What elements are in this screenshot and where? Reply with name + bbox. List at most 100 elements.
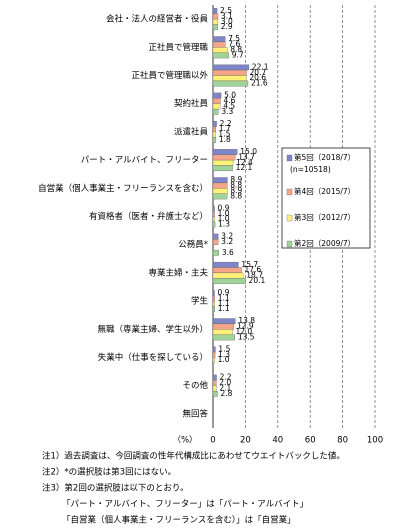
bar	[212, 165, 233, 172]
value-label: 20.6	[249, 73, 266, 82]
value-label: 17.6	[245, 265, 262, 274]
bar	[212, 41, 226, 48]
bar	[212, 267, 242, 274]
value-label: 9.7	[232, 50, 244, 59]
legend-swatch	[286, 240, 293, 248]
value-label: 3.2	[221, 232, 233, 241]
bar	[212, 13, 219, 20]
legend-label: 第5回（2018/7）	[294, 152, 355, 162]
value-label: 1.1	[218, 299, 230, 308]
x-tick-label: 80	[337, 436, 348, 446]
y-tick-label: 派遣社員	[174, 126, 209, 137]
bar	[212, 52, 229, 59]
value-label: 1.8	[219, 135, 231, 144]
value-label: 3.1	[221, 11, 233, 20]
bar	[212, 346, 216, 353]
value-label: 8.9	[230, 175, 242, 184]
bar	[212, 351, 216, 358]
value-label: 12.1	[236, 163, 253, 172]
value-label: 20.1	[249, 276, 266, 285]
bar	[212, 249, 219, 256]
value-label: 1.7	[219, 124, 231, 133]
bar	[212, 300, 215, 307]
bar	[212, 18, 219, 25]
value-label: 8.8	[230, 45, 242, 54]
bar	[212, 92, 222, 99]
x-tick-label: 100	[367, 436, 383, 446]
value-label: 1.3	[218, 220, 230, 229]
value-label: 2.9	[221, 22, 233, 31]
value-label: 7.6	[228, 40, 240, 49]
bar	[212, 182, 228, 189]
value-label: 5.0	[224, 91, 236, 100]
value-label: 1.0	[218, 209, 230, 218]
value-label: 20.7	[250, 68, 267, 77]
value-label: 12.4	[236, 158, 253, 167]
y-tick-label: 失業中（仕事を探している）	[98, 352, 208, 363]
bar	[212, 210, 215, 217]
bar	[212, 103, 221, 110]
bar	[212, 36, 226, 43]
value-label: 8.8	[230, 191, 242, 200]
y-tick-label: パート・アルバイト、フリーター	[81, 156, 208, 166]
bar	[212, 357, 215, 364]
bar	[212, 261, 239, 268]
value-label: 1.0	[218, 355, 230, 364]
value-label: 2.2	[220, 119, 232, 128]
value-label: 13.7	[238, 152, 255, 161]
bar	[212, 374, 217, 381]
value-label: 8.8	[230, 181, 242, 190]
value-label: 2.5	[220, 6, 232, 15]
bar	[212, 193, 228, 200]
bar	[212, 306, 215, 313]
value-label: 12.9	[237, 322, 254, 331]
bar	[212, 334, 236, 341]
value-label: 1.5	[218, 130, 230, 139]
bar	[212, 75, 247, 82]
bar	[212, 380, 217, 386]
value-label: 3.2	[221, 237, 233, 246]
bar	[212, 149, 238, 155]
note: 注2）*の選択肢は第3回にはない。	[42, 467, 176, 478]
y-tick-label: 正社員で管理職以外	[131, 70, 208, 81]
bar	[212, 329, 233, 335]
value-label: 3.0	[221, 17, 233, 26]
bar	[212, 24, 218, 31]
bar	[212, 98, 221, 104]
bar	[212, 137, 217, 143]
y-tick-label: 自営業（個人事業主・フリーランスを含む）	[38, 183, 208, 194]
bar	[212, 390, 218, 397]
y-tick-label: その他	[182, 380, 208, 391]
value-label: 1.1	[218, 293, 230, 302]
value-label: 15.0	[240, 147, 257, 156]
value-label: 21.6	[251, 79, 268, 88]
bar	[212, 177, 228, 184]
y-tick-label: 無回答	[182, 408, 208, 419]
x-tick-label: 0	[210, 436, 215, 446]
bar	[212, 221, 216, 228]
value-label: 12.0	[235, 327, 252, 336]
value-label: 18.7	[246, 271, 263, 280]
y-tick-label: 契約社員	[174, 98, 209, 109]
legend-label: 第4回（2015/7）	[294, 186, 355, 196]
bar	[212, 120, 217, 127]
bar	[212, 80, 249, 87]
value-label: 4.6	[223, 96, 235, 105]
bar	[212, 188, 228, 194]
value-label: 3.6	[222, 248, 234, 257]
bar	[212, 64, 249, 71]
bar	[212, 318, 236, 325]
value-label: 1.5	[218, 344, 230, 353]
bar	[212, 272, 244, 279]
value-label: 2.1	[219, 383, 231, 392]
bar	[212, 131, 216, 138]
value-label: 13.8	[238, 316, 255, 325]
legend-swatch	[286, 154, 293, 162]
bar	[212, 385, 217, 392]
y-tick-label: 公務員*	[178, 239, 208, 250]
y-tick-label: 有資格者（医者・弁護士など）	[89, 211, 208, 222]
bar	[212, 239, 219, 245]
value-label: 4.5	[223, 101, 235, 110]
value-label: 1.1	[218, 304, 230, 313]
